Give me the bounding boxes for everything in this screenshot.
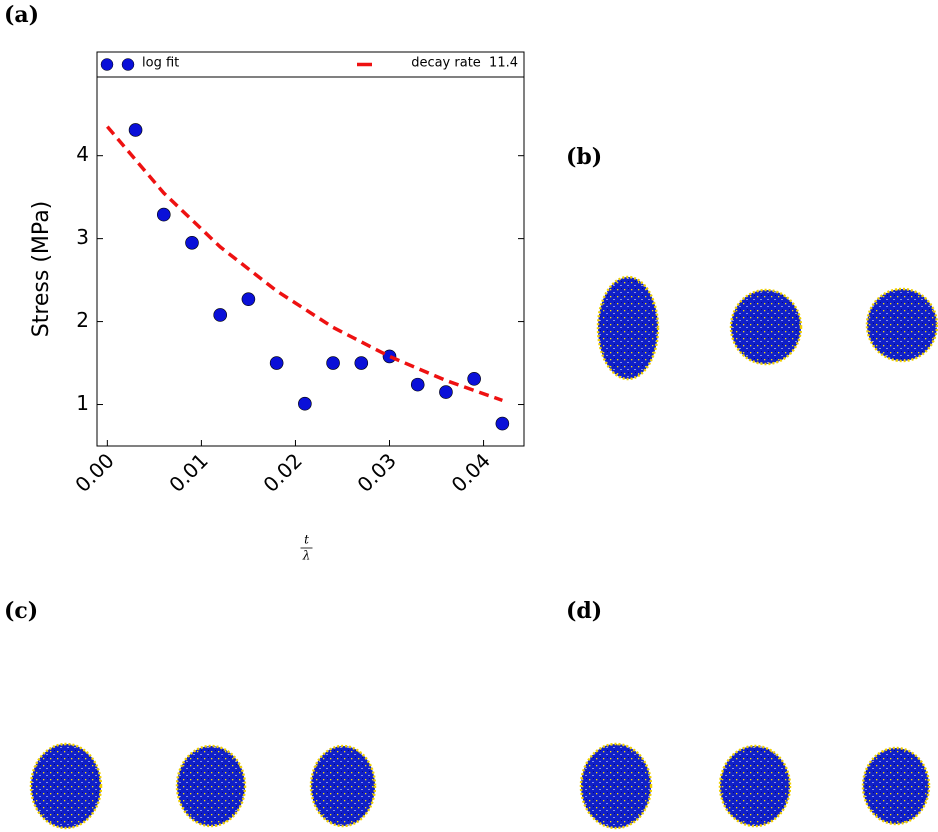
x-tick-label: 0.00 [70, 448, 118, 496]
y-tick-label: 1 [76, 391, 89, 415]
cluster [865, 287, 938, 363]
plot-frame [96, 51, 525, 447]
data-point [128, 123, 143, 137]
legend-marker [100, 58, 114, 71]
data-point [326, 356, 340, 370]
y-tick-label: 4 [76, 142, 89, 166]
data-point [382, 349, 397, 364]
cluster [596, 275, 660, 381]
x-tick-label: 0.03 [352, 448, 400, 496]
data-point [213, 308, 228, 322]
data-point [439, 385, 453, 399]
legend-label: log fit [142, 56, 179, 71]
y-tick-label: 2 [76, 308, 89, 332]
legend-label: decay rate 11.4 [411, 56, 518, 71]
cluster [729, 288, 803, 366]
legend-marker [121, 58, 135, 71]
cluster [861, 746, 931, 826]
data-point [410, 377, 425, 392]
data-point [269, 356, 284, 370]
cluster [175, 744, 247, 828]
cluster [718, 744, 792, 828]
x-axis-label: t [304, 533, 309, 547]
fit-line [106, 125, 503, 403]
legend [96, 51, 525, 78]
plot-area [97, 52, 524, 446]
cluster [309, 744, 377, 828]
y-axis-label: Stress (MPa) [29, 201, 54, 338]
cluster [579, 742, 653, 830]
x-tick-label: 0.04 [447, 448, 495, 496]
data-point [156, 207, 171, 222]
x-tick-label: 0.02 [258, 448, 306, 496]
panel-label: (d) [566, 598, 602, 624]
data-point [354, 356, 369, 370]
particle-clusters [29, 275, 938, 830]
data-point [185, 235, 199, 250]
y-tick-label: 3 [76, 225, 89, 249]
panel-label: (a) [4, 2, 39, 28]
data-point [241, 292, 256, 306]
x-tick-label: 0.01 [164, 448, 212, 496]
data-point [467, 372, 481, 386]
data-point [298, 396, 312, 411]
panel-label: (b) [566, 144, 602, 170]
x-axis-label: λ [302, 549, 311, 563]
chart: 1 2 3 4 0.00 0.01 0.02 0.03 0.04 Stress (MPa) tλ lo… [29, 51, 525, 563]
panel-label: (c) [4, 598, 38, 624]
data-point [495, 416, 510, 431]
cluster [29, 742, 103, 830]
